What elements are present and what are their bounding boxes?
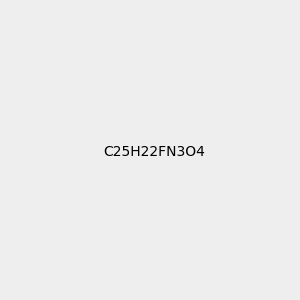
- Text: C25H22FN3O4: C25H22FN3O4: [103, 145, 205, 158]
